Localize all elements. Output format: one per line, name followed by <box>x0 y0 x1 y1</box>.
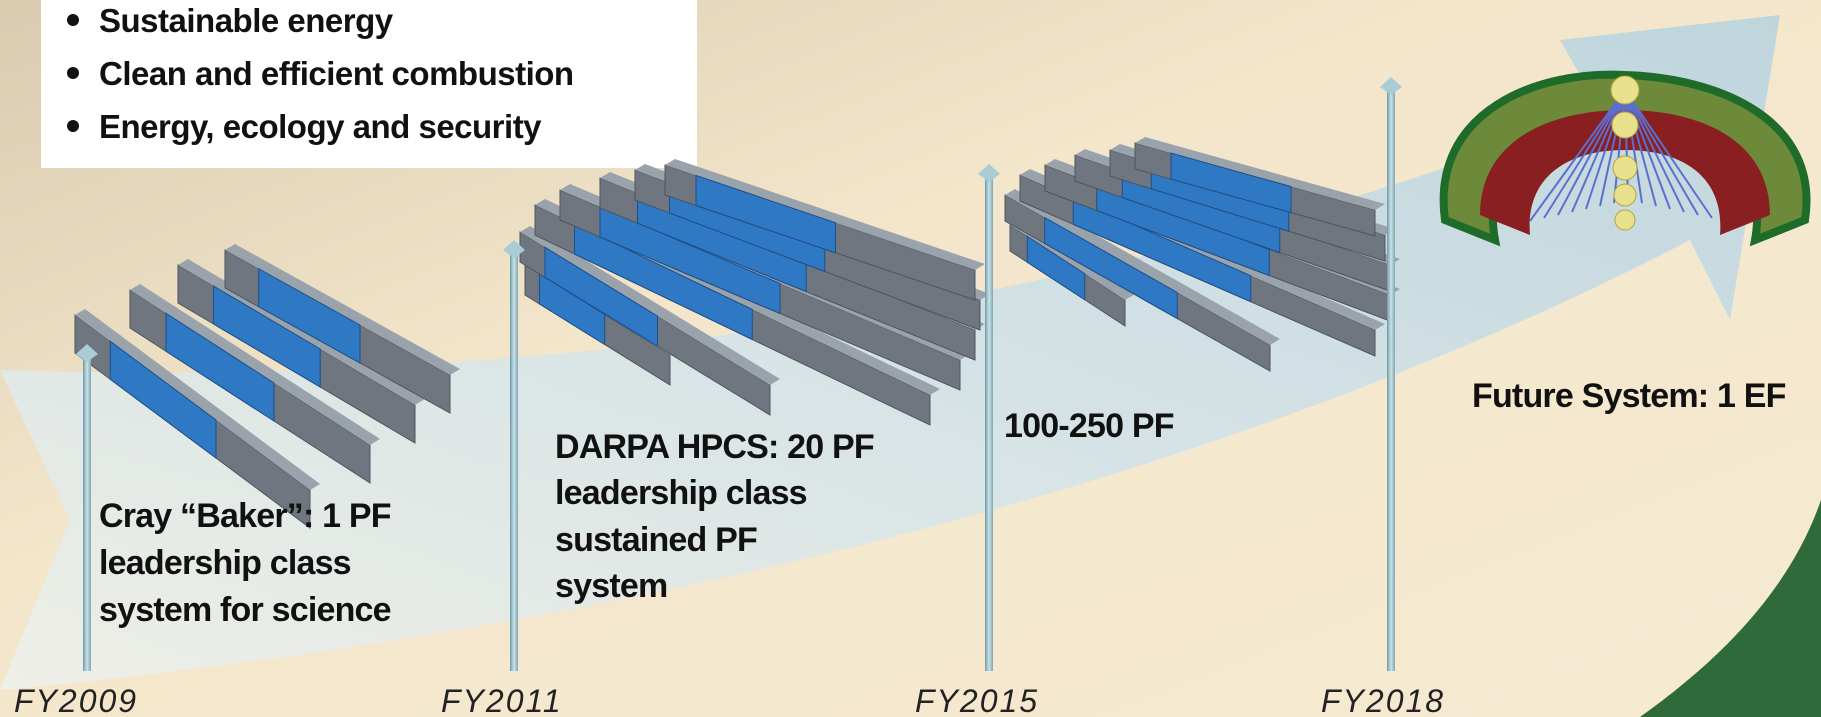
pole-cap <box>1380 77 1402 95</box>
bullet-text: Energy, ecology and security <box>99 108 542 145</box>
bullet-dot <box>67 120 79 132</box>
node <box>1614 209 1636 231</box>
pole-cap <box>503 240 525 258</box>
link <box>1543 89 1626 219</box>
rack-blue <box>599 206 781 315</box>
milestone-text: leadership class <box>555 474 807 512</box>
rack-blue <box>213 285 321 388</box>
year-label: FY2009 <box>14 683 138 717</box>
link <box>1624 89 1713 219</box>
link <box>1585 89 1626 210</box>
milestone-text: system <box>555 567 667 605</box>
pole-cap <box>978 164 1000 182</box>
link <box>1599 89 1626 207</box>
year-label: FY2018 <box>1321 683 1445 717</box>
rack-blue <box>1170 152 1292 214</box>
rack-blue <box>695 174 836 254</box>
year-label: FY2015 <box>915 683 1039 717</box>
link <box>1624 89 1657 207</box>
milestone-text: Future System: 1 EF <box>1472 377 1786 415</box>
link <box>1624 89 1643 204</box>
pole <box>1387 87 1395 671</box>
node <box>1610 75 1640 105</box>
corner-logo <box>1640 500 1821 717</box>
year-label: FY2011 <box>441 683 563 717</box>
bullet-text: Sustainable energy <box>99 2 394 39</box>
node <box>1611 111 1639 139</box>
node <box>1612 155 1638 181</box>
milestone-text: Cray “Baker”: 1 PF <box>99 497 391 535</box>
bullets: Sustainable energy Clean and efficient c… <box>67 2 574 145</box>
timeline-poles <box>76 77 1402 671</box>
milestone-text: leadership class <box>99 544 351 582</box>
rack-blue <box>165 312 275 422</box>
link <box>1624 89 1629 201</box>
computer-racks <box>74 137 1400 529</box>
link <box>1624 89 1685 213</box>
link <box>1624 89 1699 216</box>
pole-cap <box>76 344 98 362</box>
milestone-text: DARPA HPCS: 20 PF <box>555 428 874 466</box>
pole <box>985 174 993 671</box>
future-system-image <box>1439 70 1811 247</box>
node <box>1613 183 1637 207</box>
bullet-text: Clean and efficient combustion <box>99 55 574 92</box>
rack-top <box>130 284 380 445</box>
bullet-dot <box>67 67 79 79</box>
rack-top <box>1005 189 1280 345</box>
link <box>1557 89 1626 216</box>
link <box>1571 89 1626 213</box>
milestone-text: system for science <box>99 591 391 629</box>
rack-blue <box>544 246 658 348</box>
bullet-dot <box>67 14 79 26</box>
rack-top <box>75 309 320 490</box>
rack-top <box>1135 137 1385 210</box>
link <box>1613 89 1626 204</box>
rack-blue <box>258 267 361 364</box>
link <box>1529 89 1626 222</box>
rack-blue <box>574 223 753 341</box>
pole <box>510 250 518 671</box>
pole <box>83 354 91 671</box>
rack-blue <box>109 340 217 459</box>
rack-blue <box>1026 235 1086 301</box>
rack-top <box>520 226 780 385</box>
bullet-box <box>41 0 697 168</box>
link <box>1624 89 1671 210</box>
milestone-text: 100-250 PF <box>1004 407 1174 445</box>
rack-blue <box>1072 197 1252 303</box>
rack-blue <box>1044 216 1178 320</box>
rack-top <box>225 244 460 375</box>
milestone-text: sustained PF <box>555 521 757 559</box>
ring-inner <box>1480 110 1770 235</box>
rack-top <box>665 159 985 270</box>
